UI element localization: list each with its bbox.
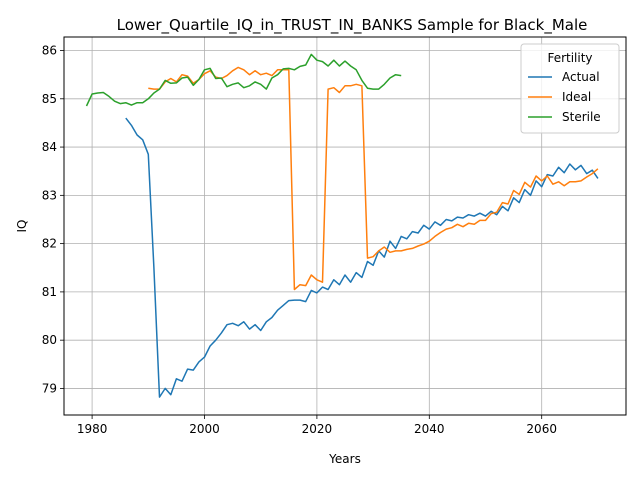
y-axis-label: IQ: [15, 220, 29, 233]
x-axis-label: Years: [328, 452, 361, 466]
y-axis-ticks: 79 80 81 82 83 84 85 86: [42, 44, 64, 395]
legend: Fertility Actual Ideal Sterile: [520, 43, 620, 134]
x-tick-label: 2000: [189, 422, 220, 436]
x-tick-label: 2060: [526, 422, 557, 436]
y-tick-label: 84: [42, 140, 57, 154]
series-line-ideal: [148, 66, 599, 291]
x-axis-ticks: 1980 2000 2020 2040 2060: [77, 415, 557, 436]
y-tick-label: 82: [42, 237, 57, 251]
series-line-sterile: [85, 53, 402, 107]
x-tick-label: 1980: [77, 422, 108, 436]
y-tick-label: 83: [42, 188, 57, 202]
y-tick-label: 81: [42, 285, 57, 299]
y-tick-label: 79: [42, 381, 57, 395]
y-tick-label: 85: [42, 92, 57, 106]
plot-area-frame: [63, 36, 627, 416]
legend-label-ideal: Ideal: [562, 90, 591, 104]
series-lines: [85, 53, 599, 398]
y-tick-label: 80: [42, 333, 57, 347]
legend-box: [520, 43, 620, 134]
y-tick-label: 86: [42, 44, 57, 58]
x-tick-label: 2040: [414, 422, 445, 436]
legend-entries: Actual Ideal Sterile: [528, 70, 601, 124]
x-tick-label: 2020: [302, 422, 333, 436]
legend-label-actual: Actual: [562, 70, 600, 84]
chart-title: Lower_Quartile_IQ_in_TRUST_IN_BANKS Samp…: [117, 16, 588, 35]
legend-title: Fertility: [547, 51, 592, 65]
legend-label-sterile: Sterile: [562, 110, 601, 124]
series-line-actual: [125, 117, 599, 398]
